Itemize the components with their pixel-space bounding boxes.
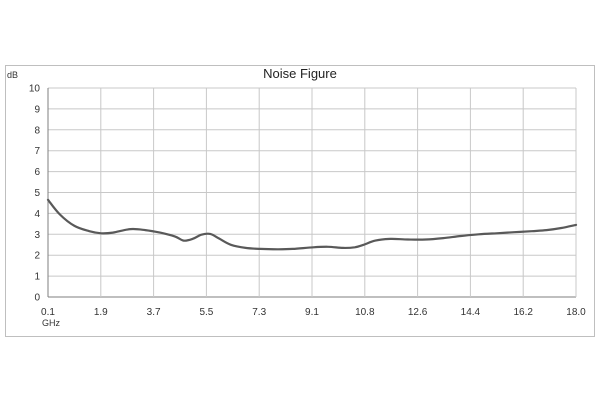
- x-tick-label: 18.0: [566, 307, 586, 318]
- x-tick-label: 7.3: [252, 307, 266, 318]
- y-axis-unit-label: dB: [7, 70, 18, 80]
- y-tick-label: 6: [34, 167, 40, 178]
- y-tick-label: 1: [34, 272, 40, 283]
- chart-title: Noise Figure: [263, 66, 337, 81]
- x-tick-label: 9.1: [305, 307, 319, 318]
- y-tick-label: 8: [34, 125, 40, 136]
- y-tick-label: 10: [29, 84, 41, 95]
- y-tick-label: 0: [34, 293, 40, 304]
- y-tick-label: 7: [34, 146, 40, 157]
- grid: [47, 87, 577, 298]
- x-axis-labels: 0.1 1.9 3.7 5.5 7.3 9.1 10.8 12.6 14.4 16.2 18.0: [41, 307, 586, 318]
- noise-figure-series-line: [46, 198, 578, 251]
- y-tick-label: 2: [34, 251, 40, 262]
- y-axis-labels: 0 1 2 3 4 5 6 7 8 9 10: [29, 84, 41, 304]
- chart-frame: [5, 65, 595, 337]
- x-tick-label: 3.7: [147, 307, 161, 318]
- y-tick-label: 3: [34, 230, 40, 241]
- y-tick-label: 5: [34, 188, 40, 199]
- x-axis-unit-label: GHz: [42, 318, 61, 328]
- y-tick-label: 4: [34, 209, 40, 220]
- y-tick-label: 9: [34, 104, 40, 115]
- x-tick-label: 10.8: [355, 307, 375, 318]
- x-tick-label: 1.9: [94, 307, 108, 318]
- x-tick-label: 14.4: [461, 307, 481, 318]
- x-tick-label: 12.6: [408, 307, 428, 318]
- x-tick-label: 0.1: [41, 307, 55, 318]
- x-tick-label: 16.2: [513, 307, 533, 318]
- x-tick-label: 5.5: [199, 307, 213, 318]
